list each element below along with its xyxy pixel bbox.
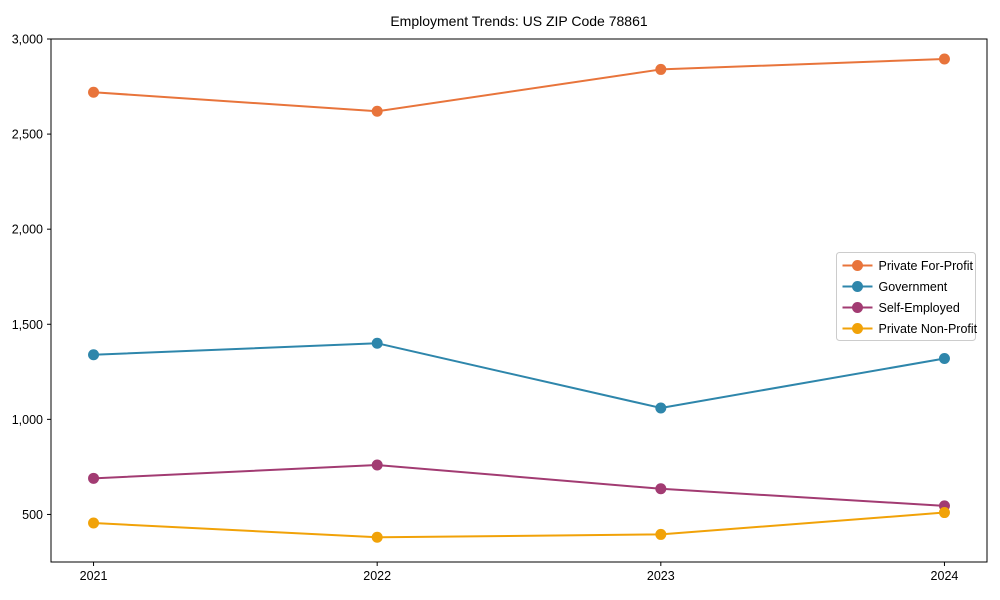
data-point-government — [88, 349, 100, 361]
y-tick-label: 1,500 — [12, 318, 43, 332]
legend-label-private-non-profit: Private Non-Profit — [879, 322, 978, 336]
data-point-self-employed — [371, 459, 383, 471]
legend: Private For-Profit Government Self-Employe… — [836, 252, 978, 341]
data-point-private-non-profit — [938, 507, 950, 519]
x-tick-label: 2023 — [647, 569, 675, 583]
chart-title: Employment Trends: US ZIP Code 78861 — [390, 13, 648, 29]
legend-marker-private-non-profit — [852, 323, 863, 334]
data-point-private-for-profit — [655, 63, 667, 75]
series-line-private-non-profit — [92, 511, 946, 539]
plot-area: 500 1,000 1,500 2,000 2,500 3,000 2021 2022 2023… — [12, 33, 988, 583]
y-tick-label: 2,500 — [12, 128, 43, 142]
data-point-private-for-profit — [371, 105, 383, 117]
legend-marker-self-employed — [852, 302, 863, 313]
x-tick-label: 2021 — [80, 569, 108, 583]
x-tick-label: 2022 — [363, 569, 391, 583]
data-point-private-non-profit — [371, 531, 383, 543]
legend-entry-self-employed: Self-Employed — [842, 301, 960, 315]
data-point-private-for-profit — [938, 53, 950, 65]
legend-label-private-for-profit: Private For-Profit — [879, 259, 974, 273]
legend-entry-private-non-profit: Private Non-Profit — [842, 322, 978, 336]
series-line-government — [92, 342, 946, 409]
legend-marker-private-for-profit — [852, 260, 863, 271]
legend-entry-government: Government — [842, 280, 948, 294]
data-point-government — [655, 402, 667, 414]
data-point-self-employed — [88, 472, 100, 484]
data-point-self-employed — [655, 483, 667, 495]
legend-label-self-employed: Self-Employed — [879, 301, 960, 315]
y-tick-label: 3,000 — [12, 33, 43, 47]
legend-label-government: Government — [879, 280, 948, 294]
axes-spines — [50, 38, 988, 563]
data-point-private-non-profit — [655, 528, 667, 540]
data-point-government — [371, 337, 383, 349]
legend-marker-government — [852, 281, 863, 292]
y-tick-label: 500 — [22, 508, 43, 522]
data-point-government — [938, 353, 950, 365]
series-line-self-employed — [92, 464, 946, 507]
legend-entry-private-for-profit: Private For-Profit — [842, 259, 974, 273]
y-tick-label: 2,000 — [12, 223, 43, 237]
series-line-private-for-profit — [92, 57, 946, 113]
x-tick-label: 2024 — [931, 569, 959, 583]
data-point-private-non-profit — [88, 517, 100, 529]
legend-box — [836, 252, 976, 341]
y-tick-label: 1,000 — [12, 413, 43, 427]
data-point-private-for-profit — [88, 86, 100, 98]
